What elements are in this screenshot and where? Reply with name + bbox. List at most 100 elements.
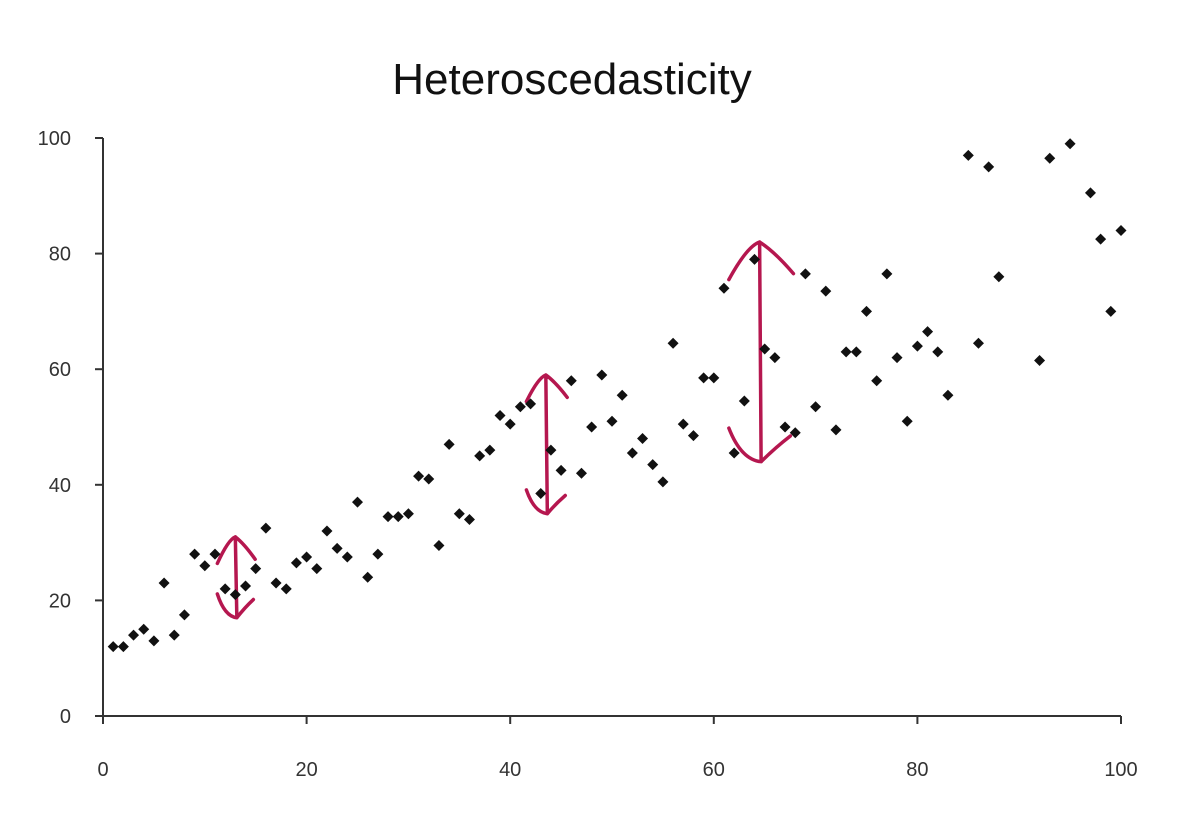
data-point — [820, 285, 832, 297]
data-point — [759, 343, 771, 355]
data-point — [647, 459, 659, 471]
data-point — [514, 401, 526, 413]
annotation-arrows — [215, 240, 796, 620]
data-point — [494, 409, 506, 421]
data-point — [637, 433, 649, 445]
y-tick-label: 60 — [49, 359, 71, 381]
data-point — [362, 571, 374, 583]
data-point — [657, 476, 669, 488]
data-point — [270, 577, 282, 589]
data-point — [962, 149, 974, 161]
data-point — [260, 522, 272, 534]
data-point — [219, 583, 231, 595]
y-tick-label: 0 — [60, 706, 71, 728]
data-point — [575, 467, 587, 479]
data-point — [463, 513, 475, 525]
data-point — [189, 548, 201, 560]
data-point — [209, 548, 221, 560]
data-point — [1084, 187, 1096, 199]
data-point — [932, 346, 944, 358]
y-axis-ticks: 0 20 40 60 80 100 — [38, 128, 103, 728]
data-point — [840, 346, 852, 358]
data-point — [881, 268, 893, 280]
data-point — [413, 470, 425, 482]
data-point — [830, 424, 842, 436]
data-point — [1115, 224, 1127, 236]
data-point — [861, 305, 872, 317]
double-arrow-annotation — [524, 373, 569, 516]
data-point — [453, 508, 465, 520]
data-point — [138, 623, 150, 635]
data-point — [1095, 233, 1107, 245]
data-point — [158, 577, 170, 589]
data-point — [341, 551, 353, 563]
data-point — [433, 539, 445, 551]
y-tick-label: 20 — [49, 590, 71, 612]
data-point — [443, 438, 455, 450]
data-point — [1105, 305, 1117, 317]
data-point — [280, 583, 292, 595]
x-tick-label: 100 — [1104, 759, 1137, 781]
data-point — [749, 253, 761, 265]
data-points — [107, 138, 1127, 653]
data-point — [382, 511, 394, 523]
data-point — [911, 340, 923, 352]
data-point — [616, 389, 628, 401]
data-point — [708, 372, 720, 384]
data-point — [698, 372, 710, 384]
data-point — [128, 629, 140, 641]
x-tick-label: 80 — [906, 759, 928, 781]
data-point — [402, 508, 414, 520]
x-tick-label: 40 — [499, 759, 521, 781]
data-point — [423, 473, 435, 485]
data-point — [565, 375, 577, 387]
data-point — [586, 421, 598, 433]
data-point — [626, 447, 638, 459]
data-point — [942, 389, 954, 401]
data-point — [148, 635, 160, 647]
data-point — [474, 450, 486, 462]
data-point — [728, 447, 740, 459]
data-point — [891, 352, 903, 364]
data-point — [972, 337, 984, 349]
data-point — [525, 398, 537, 410]
y-tick-label: 100 — [38, 128, 71, 150]
data-point — [301, 551, 313, 563]
data-point — [352, 496, 363, 508]
data-point — [311, 563, 323, 575]
data-point — [117, 641, 129, 653]
data-point — [596, 369, 608, 381]
data-point — [504, 418, 516, 430]
double-arrow-annotation — [215, 535, 257, 620]
data-point — [850, 346, 862, 358]
data-point — [799, 268, 811, 280]
double-arrow-annotation — [727, 240, 796, 464]
data-point — [993, 271, 1005, 283]
data-point — [606, 415, 618, 427]
chart-title: Heteroscedasticity — [392, 55, 751, 104]
data-point — [250, 563, 262, 575]
y-tick-label: 80 — [49, 244, 71, 266]
data-point — [677, 418, 689, 430]
data-point — [687, 430, 699, 442]
x-axis-ticks: 0 20 40 60 80 100 — [97, 716, 1138, 781]
data-point — [779, 421, 791, 433]
data-point — [290, 557, 302, 569]
x-tick-label: 60 — [703, 759, 725, 781]
data-point — [1044, 152, 1056, 164]
data-point — [229, 589, 241, 601]
data-point — [484, 444, 496, 456]
data-point — [789, 427, 801, 439]
data-point — [372, 548, 384, 560]
data-point — [769, 352, 781, 364]
data-point — [901, 415, 913, 427]
data-point — [718, 282, 730, 294]
data-point — [107, 641, 119, 653]
y-tick-label: 40 — [49, 475, 71, 497]
data-point — [168, 629, 180, 641]
x-tick-label: 0 — [97, 759, 108, 781]
data-point — [738, 395, 750, 407]
data-point — [983, 161, 995, 173]
data-point — [321, 525, 333, 537]
